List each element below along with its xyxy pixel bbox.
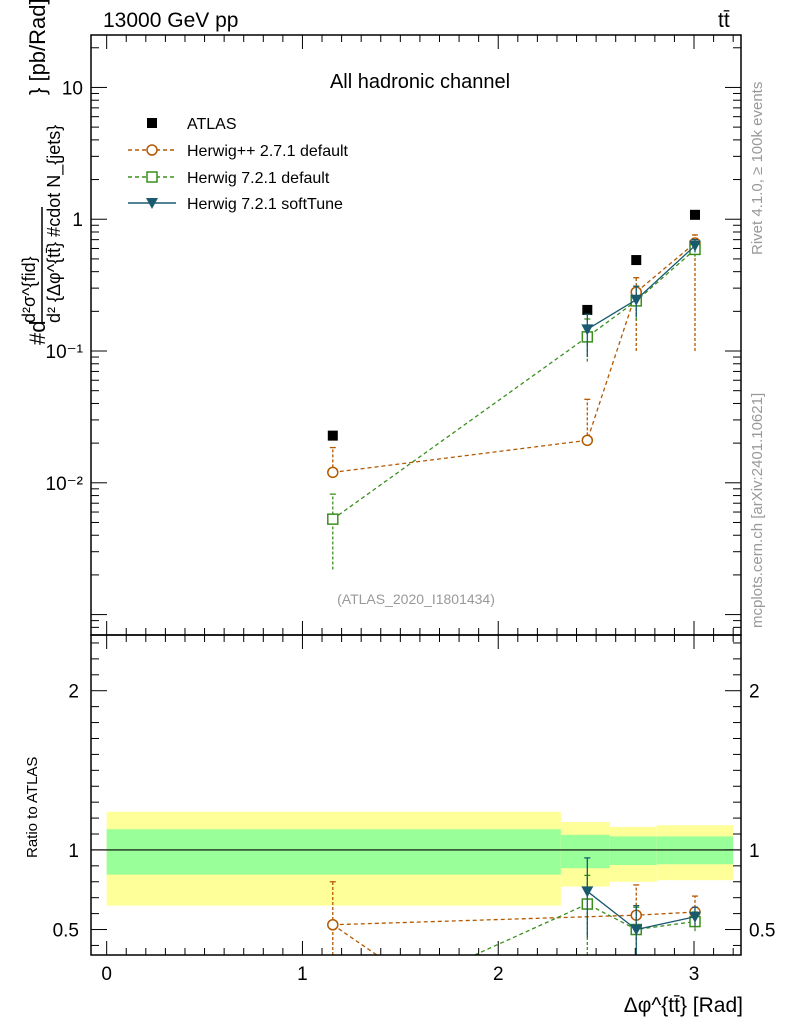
x-tick-label: 3 [689,964,700,985]
x-tick-label: 1 [297,964,308,985]
main-y-tick-label: 10⁻¹ [46,342,84,363]
main-ticks: 10 1 10⁻¹ 10⁻² [46,35,741,636]
series-herwig-7-2-1-softtune [581,238,701,358]
y-label-prefix: #d [25,321,50,345]
uncertainty-band-inner [609,836,657,866]
data-point-atlas [327,430,338,441]
y-label-unit: } [pb/Rad] [25,0,50,95]
ratio-y-tick-label: 2 [68,682,79,703]
main-panel: 10 1 10⁻¹ 10⁻² All hadronic channel (ATLAS_… [46,34,742,636]
legend-entry-herwigpp: Herwig++ 2.7.1 default [128,143,349,160]
main-y-tick-label: 10 [62,78,83,99]
ratio-y-tick-label-right: 1 [749,841,760,862]
y-label-numerator: d²σ^{fid} [19,256,39,323]
ratio-bands [91,811,741,906]
series-line-herwig-2-7-1-default [332,242,696,474]
analysis-label: (ATLAS_2020_I1801434) [337,591,495,607]
main-y-axis-label: #d d²σ^{fid} d² {Δφ^{tt̄} #cdot N_{jets}… [19,0,65,345]
ratio-ticks: 2 2 1 1 0.5 0.5 0 1 2 3 [53,635,775,985]
main-y-tick-label: 10⁻² [46,474,84,495]
ratio-y-tick-label-right: 2 [749,682,760,703]
main-y-tick-label: 1 [72,210,83,231]
ratio-point-herwig-7-2-1-softtune [630,924,643,936]
legend-entry-herwig7-default: Herwig 7.2.1 default [128,170,330,187]
ratio-panel: 2 2 1 1 0.5 0.5 0 1 2 3 [53,634,775,985]
ratio-y-tick-label: 0.5 [53,921,79,942]
legend: ATLAS Herwig++ 2.7.1 default Herwig 7.2.… [128,116,349,213]
mcplots-label: mcplots.cern.ch [arXiv:2401.10621] [749,393,766,628]
series-line-herwig-7-2-1-default [332,248,696,520]
uncertainty-band-inner [560,834,610,869]
ratio-line-herwig-7-2-1-default [474,903,696,956]
ratio-y-tick-label: 1 [68,841,79,862]
uncertainty-band-inner [106,829,561,875]
ratio-point-herwig-7-2-1-softtune [581,886,594,898]
rivet-label: Rivet 4.1.0, ≥ 100k events [749,82,766,255]
legend-label-atlas: ATLAS [187,116,237,133]
legend-marker-herwigpp [146,144,158,156]
data-point-herwig-7-2-1-softtune [581,324,594,336]
process-label: tt̄ [718,9,730,32]
ratio-series-herwig-7-2-1-softtune [581,857,701,955]
data-point-herwig-7-2-1-default [327,513,339,525]
data-point-atlas [582,304,593,315]
ratio-line-herwig-2-7-1-default [332,924,378,956]
series-herwig-2-7-1-default [327,234,701,479]
x-tick-label: 0 [101,964,112,985]
x-axis-label: Δφ^{tt̄} [Rad] [624,994,743,1017]
legend-marker-herwig7-default [146,171,158,183]
legend-label-herwig7-softtune: Herwig 7.2.1 softTune [187,196,343,213]
ratio-series [327,857,701,956]
data-point-herwig-2-7-1-default [581,434,594,447]
ratio-y-axis-label: Ratio to ATLAS [24,757,41,858]
main-series [327,209,701,570]
ratio-y-tick-label-right: 0.5 [749,921,775,942]
data-point-herwig-2-7-1-default [327,466,339,479]
series-atlas [327,209,700,441]
data-point-atlas [631,255,642,266]
ratio-point-herwig-2-7-1-default [327,919,339,931]
legend-entry-atlas: ATLAS [147,116,237,133]
ratio-frame [90,634,742,956]
legend-entry-herwig7-softtune: Herwig 7.2.1 softTune [128,196,343,213]
legend-label-herwig7-default: Herwig 7.2.1 default [187,170,330,187]
ratio-point-herwig-7-2-1-softtune [688,911,701,923]
data-point-herwig-7-2-1-softtune [630,294,643,306]
y-label-denominator: d² {Δφ^{tt̄} #cdot N_{jets} [44,125,65,323]
main-title: All hadronic channel [330,71,510,93]
legend-label-herwigpp: Herwig++ 2.7.1 default [187,143,349,160]
data-point-herwig-7-2-1-softtune [688,240,701,252]
x-tick-label: 2 [493,964,504,985]
legend-marker-atlas [147,118,157,128]
legend-marker-herwig7-softtune [146,198,158,209]
data-point-atlas [689,209,700,220]
energy-label: 13000 GeV pp [103,9,238,32]
